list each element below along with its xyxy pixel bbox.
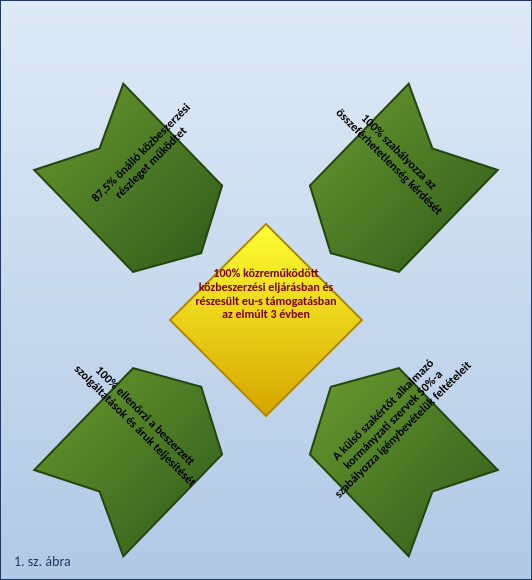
figure-canvas: A közbeszerzési tevékenységhez és az eu-… xyxy=(0,0,532,580)
center-diamond-label: 100% közreműködött közbeszerzési eljárás… xyxy=(191,268,341,323)
figure-caption: 1. sz. ábra xyxy=(14,553,71,570)
